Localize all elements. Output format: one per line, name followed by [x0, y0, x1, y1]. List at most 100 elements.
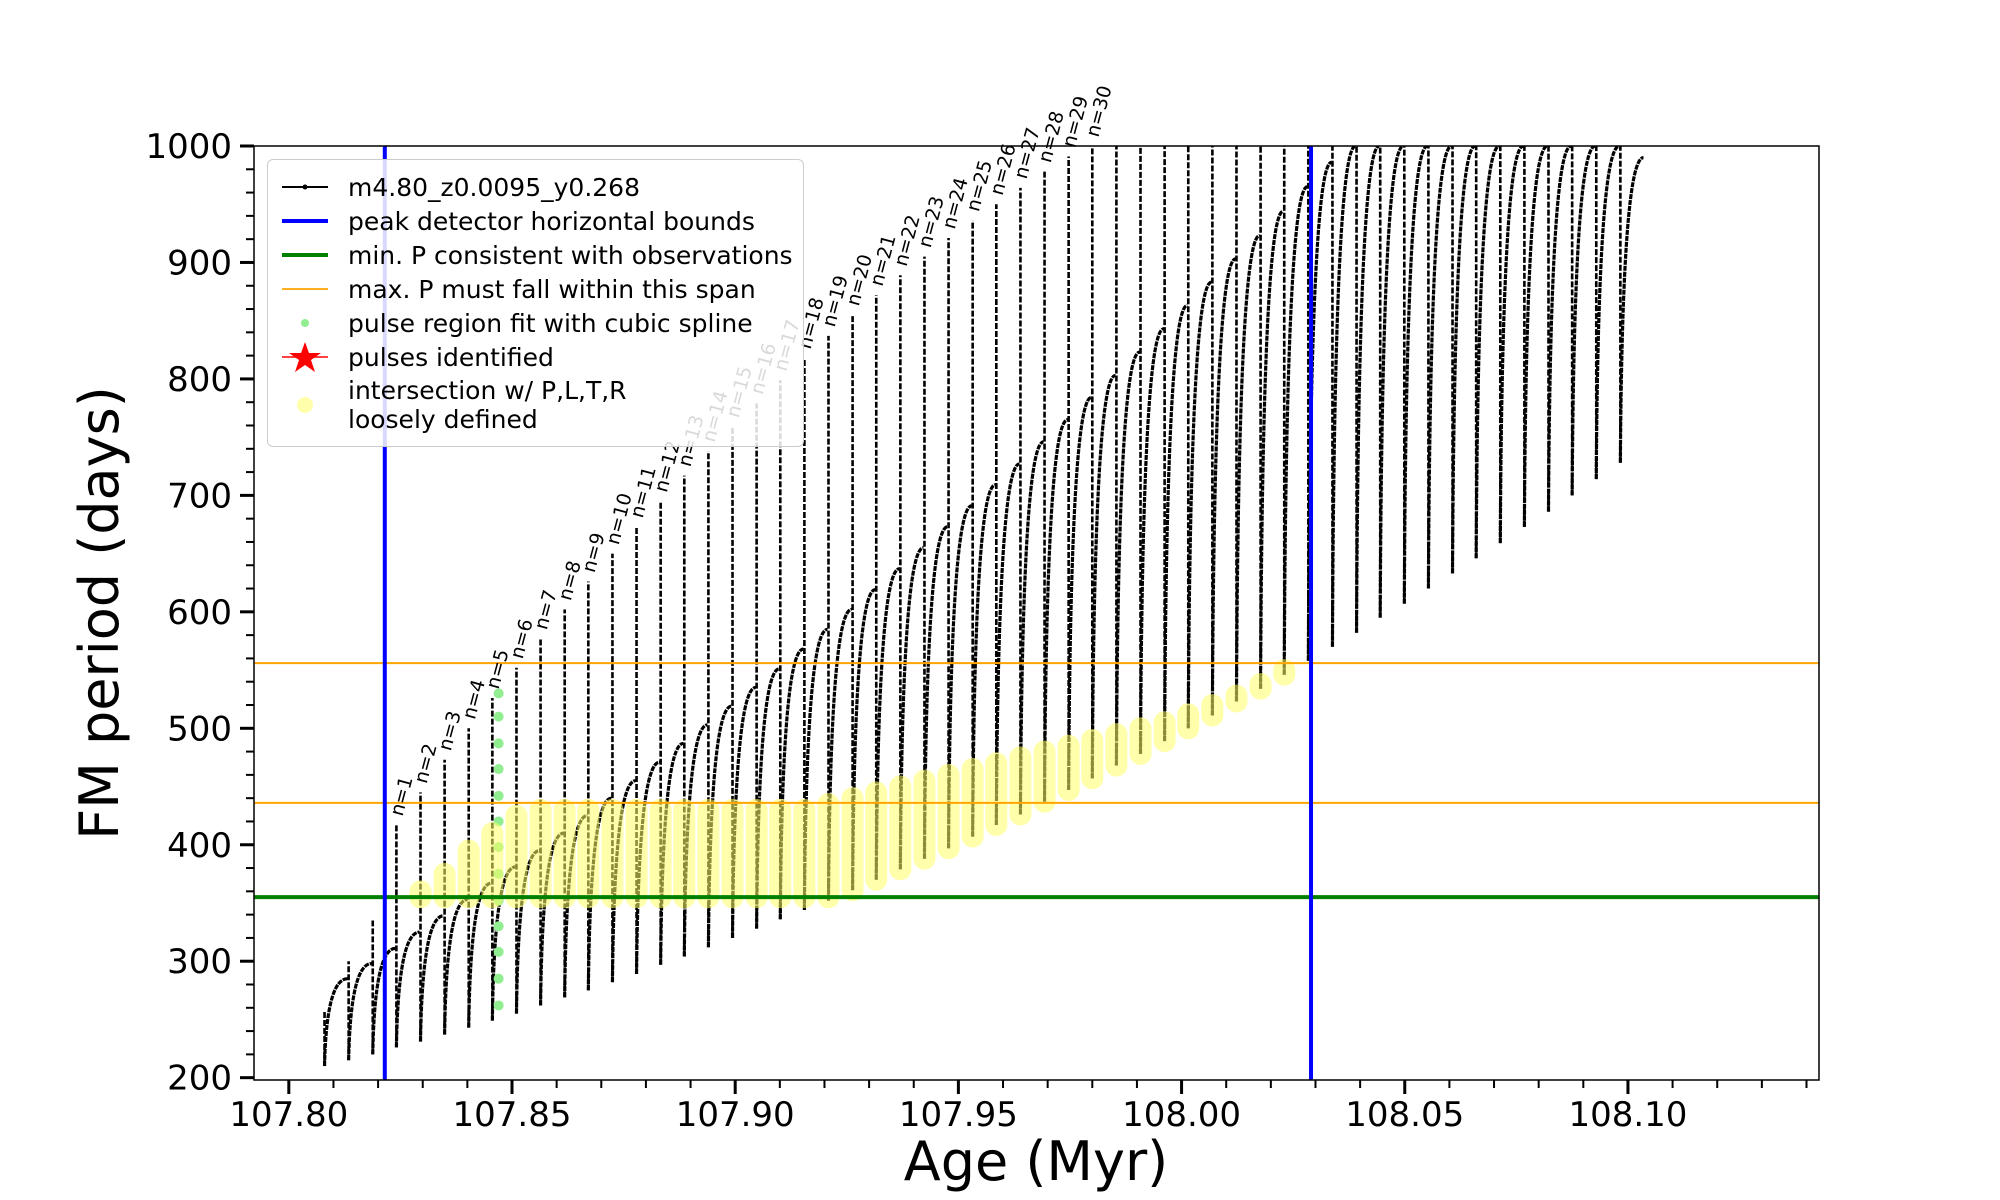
intersection-marker	[1201, 694, 1224, 727]
pulse-arc	[1090, 373, 1117, 779]
intersection-marker	[1009, 746, 1032, 826]
intersection-marker	[505, 804, 528, 909]
spline-point	[493, 738, 504, 749]
y-tick-label: 700	[167, 476, 232, 516]
legend-entry: min. P consistent with observations	[278, 240, 793, 270]
intersection-marker	[625, 798, 648, 909]
pulse-arc	[946, 504, 973, 849]
intersection-marker	[937, 763, 960, 860]
legend-entry: peak detector horizontal bounds	[278, 206, 793, 236]
legend-label: pulses identified	[348, 342, 554, 372]
pulse-arc	[994, 462, 1021, 825]
pulse-arc	[1474, 146, 1500, 559]
spline-point	[493, 711, 504, 722]
pulse-arc	[1498, 146, 1525, 544]
spline-point	[493, 973, 504, 984]
y-tick-label: 300	[167, 942, 232, 982]
pulse-arc	[1234, 234, 1261, 702]
intersection-marker	[721, 798, 744, 909]
intersection-marker	[553, 798, 576, 909]
pulse-arc	[1186, 280, 1213, 729]
pulse-arc	[1210, 257, 1237, 716]
intersection-marker	[433, 862, 456, 909]
pulse-arc	[347, 961, 373, 1061]
pulse-arc	[1163, 303, 1188, 742]
legend-icon	[282, 288, 328, 290]
intersection-marker	[985, 752, 1008, 836]
intersection-marker	[601, 798, 624, 909]
intersection-marker	[673, 798, 696, 909]
pulse-arc	[1594, 146, 1620, 480]
x-tick-label: 107.85	[453, 1095, 572, 1135]
legend-label: pulse region fit with cubic spline	[348, 308, 753, 338]
intersection-marker	[769, 798, 792, 909]
x-axis-label: Age (Myr)	[904, 1130, 1169, 1193]
intersection-marker	[1177, 703, 1200, 740]
legend-label: max. P must fall within this span	[348, 274, 756, 304]
pulse-arc	[322, 977, 348, 1067]
pulse-arc	[418, 914, 444, 1042]
pulse-arc	[730, 685, 757, 938]
y-tick-label: 1000	[145, 127, 232, 167]
intersection-marker	[1249, 673, 1272, 700]
legend-icon	[282, 253, 328, 257]
intersection-marker	[793, 798, 816, 909]
intersection-marker	[865, 781, 888, 891]
pulse-arc	[971, 483, 996, 837]
pulse-arc	[1258, 209, 1284, 689]
y-tick-label: 200	[167, 1059, 232, 1099]
intersection-marker	[1225, 684, 1248, 713]
legend-glyph	[301, 319, 309, 327]
intersection-marker	[1081, 728, 1104, 790]
x-tick-label: 107.95	[899, 1095, 1018, 1135]
legend-icon	[297, 397, 313, 413]
legend-entry: pulse region fit with cubic spline	[278, 308, 793, 338]
pulse-arc	[1114, 350, 1141, 766]
intersection-marker	[1273, 659, 1296, 686]
intersection-marker	[1153, 711, 1176, 753]
legend-entry: m4.80_z0.0095_y0.268	[278, 172, 793, 202]
intersection-marker	[817, 792, 840, 909]
y-tick-label: 600	[167, 593, 232, 633]
pulse-arc	[443, 897, 469, 1035]
spline-point	[493, 946, 504, 957]
intersection-marker	[1057, 734, 1080, 802]
intersection-marker	[457, 839, 480, 909]
x-tick-label: 107.80	[229, 1095, 348, 1135]
intersection-marker	[745, 798, 768, 909]
legend-entry: max. P must fall within this span	[278, 274, 793, 304]
pulse-arc	[1618, 156, 1645, 463]
legend-entry: pulses identified	[278, 342, 793, 372]
intersection-marker	[481, 822, 504, 909]
legend-label: min. P consistent with observations	[348, 240, 793, 270]
legend-glyph	[297, 397, 313, 413]
intersection-marker	[1105, 723, 1128, 777]
spline-point	[493, 1000, 504, 1011]
legend-icon	[282, 219, 328, 223]
intersection-marker	[409, 880, 432, 909]
spline-point	[493, 921, 504, 932]
legend-icon	[301, 319, 309, 327]
pulse-arc	[1354, 146, 1380, 633]
intersection-marker	[529, 798, 552, 909]
legend-icon	[282, 184, 328, 190]
legend-glyph	[289, 342, 321, 372]
legend-label: peak detector horizontal bounds	[348, 206, 755, 236]
spline-point	[493, 764, 504, 775]
pulse-arc	[1378, 146, 1405, 618]
y-axis-label: FM period (days)	[68, 386, 131, 840]
intersection-marker	[1033, 740, 1056, 813]
pulse-arc	[1138, 327, 1165, 754]
pulse-arc	[1450, 146, 1476, 574]
pulse-arc	[394, 930, 420, 1048]
intersection-marker	[841, 787, 864, 902]
x-tick-label: 107.90	[676, 1095, 795, 1135]
intersection-marker	[1129, 717, 1152, 765]
intersection-marker	[697, 798, 720, 909]
intersection-marker	[913, 769, 936, 870]
x-tick-label: 108.00	[1122, 1095, 1241, 1135]
pulse-arc	[1522, 146, 1549, 527]
